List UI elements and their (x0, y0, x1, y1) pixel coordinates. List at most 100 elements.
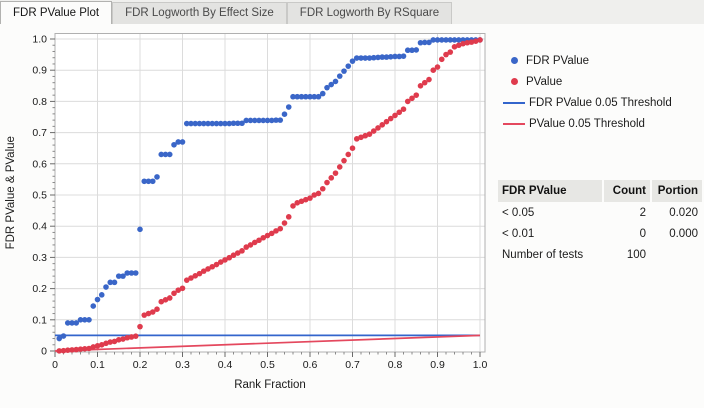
data-point[interactable] (353, 136, 360, 142)
data-point[interactable] (426, 76, 432, 83)
tab-fdr-logworth-by-rsquare[interactable]: FDR Logworth By RSquare (286, 2, 453, 24)
data-point[interactable] (103, 284, 109, 290)
data-point[interactable] (472, 38, 479, 44)
data-point[interactable] (166, 151, 173, 158)
data-point[interactable] (141, 312, 148, 318)
data-point[interactable] (307, 195, 313, 201)
data-point[interactable] (362, 55, 369, 61)
data-point[interactable] (315, 93, 322, 100)
data-point[interactable] (98, 342, 105, 348)
tab-fdr-pvalue-plot[interactable]: FDR PValue Plot (0, 1, 113, 25)
data-point[interactable] (451, 37, 458, 43)
data-point[interactable] (145, 310, 152, 317)
data-point[interactable] (268, 230, 275, 237)
data-point[interactable] (183, 277, 190, 283)
data-point[interactable] (90, 303, 97, 309)
data-point[interactable] (387, 115, 394, 122)
data-point[interactable] (94, 296, 101, 303)
data-point[interactable] (132, 333, 139, 339)
data-point[interactable] (124, 270, 131, 276)
data-point[interactable] (438, 56, 445, 63)
data-point[interactable] (213, 120, 220, 127)
data-point[interactable] (358, 55, 364, 61)
legend-item[interactable]: PValue 0.05 Threshold (503, 113, 672, 134)
data-point[interactable] (426, 39, 432, 46)
data-point[interactable] (328, 81, 335, 88)
data-point[interactable] (200, 268, 207, 274)
data-point[interactable] (154, 174, 160, 180)
data-point[interactable] (281, 220, 288, 226)
data-point[interactable] (434, 37, 441, 43)
data-point[interactable] (362, 132, 369, 139)
data-point[interactable] (81, 317, 88, 323)
data-point[interactable] (294, 200, 301, 206)
data-point[interactable] (477, 37, 483, 43)
data-point[interactable] (319, 185, 326, 192)
data-point[interactable] (128, 334, 135, 340)
data-point[interactable] (120, 336, 126, 342)
data-point[interactable] (90, 344, 97, 350)
data-point[interactable] (179, 139, 186, 145)
data-point[interactable] (455, 42, 462, 49)
data-point[interactable] (260, 117, 267, 124)
data-point[interactable] (73, 320, 80, 326)
data-point[interactable] (353, 55, 360, 61)
data-point[interactable] (319, 90, 326, 97)
data-point[interactable] (251, 239, 258, 246)
data-point[interactable] (137, 226, 143, 233)
data-point[interactable] (370, 54, 377, 61)
data-point[interactable] (268, 117, 275, 124)
data-point[interactable] (217, 120, 224, 127)
data-point[interactable] (166, 295, 173, 301)
data-point[interactable] (387, 53, 394, 60)
data-point[interactable] (443, 51, 449, 58)
data-point[interactable] (205, 266, 211, 272)
data-point[interactable] (175, 139, 182, 145)
data-point[interactable] (341, 68, 347, 74)
data-point[interactable] (247, 117, 254, 124)
data-point[interactable] (145, 178, 152, 185)
data-point[interactable] (447, 49, 454, 55)
data-point[interactable] (188, 120, 194, 127)
tab-fdr-logworth-by-effect-size[interactable]: FDR Logworth By Effect Size (112, 2, 287, 24)
data-point[interactable] (370, 128, 377, 134)
data-point[interactable] (137, 323, 143, 330)
data-point[interactable] (154, 306, 160, 312)
data-point[interactable] (421, 39, 428, 46)
data-point[interactable] (226, 254, 233, 261)
data-point[interactable] (375, 54, 381, 61)
data-point[interactable] (243, 244, 250, 250)
data-point[interactable] (209, 120, 216, 127)
data-point[interactable] (56, 348, 63, 354)
data-point[interactable] (460, 40, 466, 47)
data-point[interactable] (264, 232, 271, 239)
data-point[interactable] (298, 93, 305, 100)
data-point[interactable] (120, 273, 126, 279)
data-point[interactable] (188, 275, 194, 281)
data-point[interactable] (158, 298, 165, 305)
data-point[interactable] (358, 134, 364, 141)
data-point[interactable] (392, 112, 398, 119)
data-point[interactable] (64, 347, 71, 353)
data-point[interactable] (162, 297, 169, 303)
data-point[interactable] (222, 257, 228, 263)
data-point[interactable] (290, 93, 296, 100)
data-point[interactable] (69, 347, 75, 353)
data-point[interactable] (60, 333, 67, 339)
data-point[interactable] (417, 83, 424, 89)
data-point[interactable] (336, 164, 343, 170)
data-point[interactable] (158, 151, 165, 158)
data-point[interactable] (396, 109, 403, 116)
data-point[interactable] (328, 175, 335, 181)
data-point[interactable] (94, 343, 101, 349)
data-point[interactable] (132, 270, 139, 276)
data-point[interactable] (162, 151, 169, 158)
data-point[interactable] (256, 117, 262, 124)
data-point[interactable] (404, 47, 411, 54)
data-point[interactable] (409, 47, 415, 54)
data-point[interactable] (209, 263, 216, 270)
legend-item[interactable]: FDR PValue (506, 50, 672, 71)
data-point[interactable] (81, 346, 88, 352)
data-point[interactable] (73, 346, 80, 353)
data-point[interactable] (256, 237, 262, 244)
